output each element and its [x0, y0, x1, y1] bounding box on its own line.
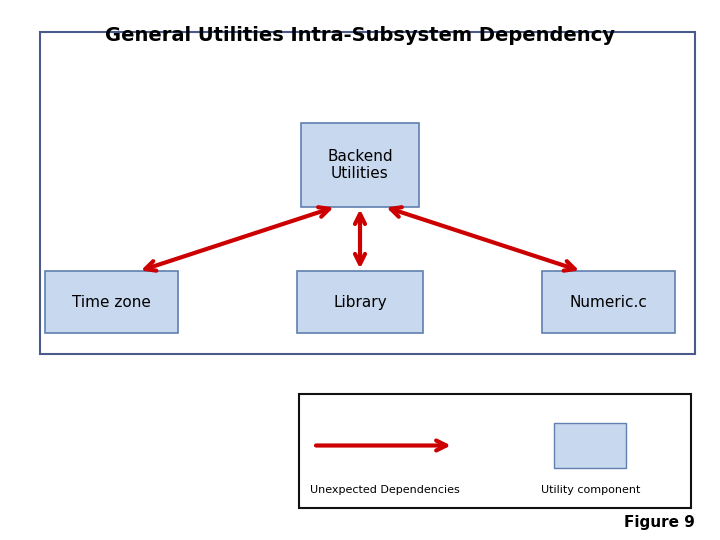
Text: Numeric.c: Numeric.c — [570, 295, 647, 310]
Bar — [541, 271, 675, 333]
Text: Unexpected Dependencies: Unexpected Dependencies — [310, 485, 460, 495]
Bar — [45, 271, 179, 333]
Text: Time zone: Time zone — [72, 295, 151, 310]
Text: Utility component: Utility component — [541, 485, 640, 495]
Text: General Utilities Intra-Subsystem Dependency: General Utilities Intra-Subsystem Depend… — [105, 25, 615, 45]
Bar — [297, 271, 423, 333]
Bar — [40, 32, 695, 354]
Text: Figure 9: Figure 9 — [624, 515, 695, 530]
Bar — [299, 394, 691, 508]
Text: Library: Library — [333, 295, 387, 310]
Bar — [554, 422, 626, 469]
Text: Backend
Utilities: Backend Utilities — [327, 148, 393, 181]
Bar — [301, 123, 419, 206]
